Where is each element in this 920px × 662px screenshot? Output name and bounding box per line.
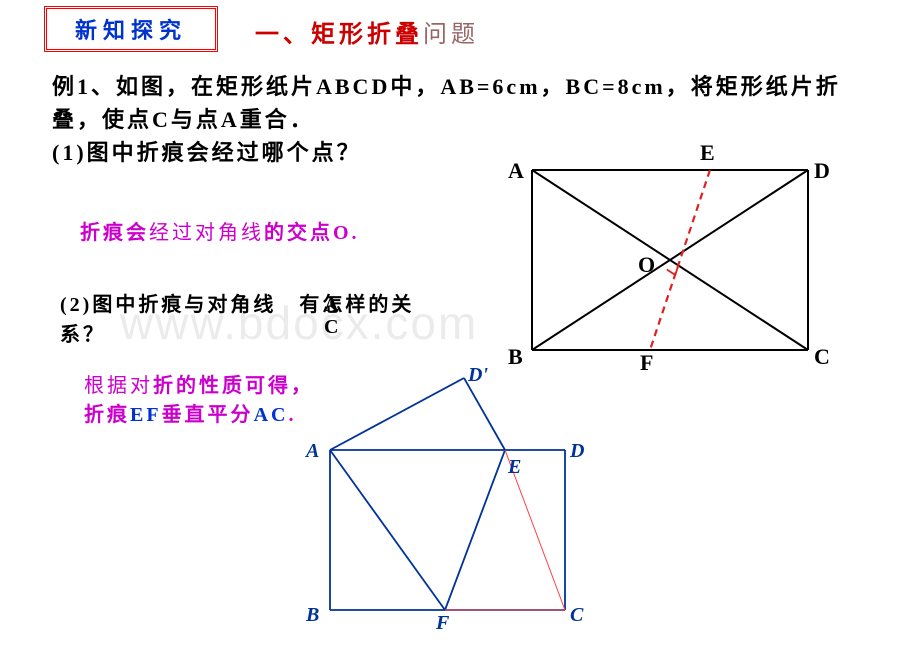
fig2-label-Dp: D'	[468, 364, 488, 387]
a2-p2: 折的性质可得，	[153, 375, 314, 397]
section-title-red: 一、矩形折叠	[255, 22, 423, 48]
figure-1: A D B C E F O	[500, 150, 840, 377]
answer-1: 折痕会经过对角线的交点O.	[80, 216, 360, 245]
figure-2-svg	[310, 370, 630, 630]
section-title: 一、矩形折叠问题	[255, 14, 479, 49]
section-title-thin: 问题	[423, 22, 479, 48]
fig2-label-A: A	[306, 440, 319, 463]
q2-A: A	[324, 294, 338, 316]
a1-p1: 折痕会	[80, 222, 149, 244]
a2-ef: EF	[130, 404, 162, 426]
fig2-label-E: E	[508, 456, 521, 479]
fig1-label-O: O	[638, 252, 655, 278]
a2-p3: 折痕	[84, 404, 130, 426]
answer-2: 根据对折的性质可得， 折痕EF垂直平分AC.	[84, 372, 314, 430]
header-box-text: 新知探究	[75, 13, 187, 45]
fig1-label-E: E	[700, 140, 715, 166]
a1-p2: 经过对角线	[149, 222, 264, 244]
q2-C: C	[324, 316, 338, 338]
fig1-label-D: D	[814, 158, 830, 184]
a1-p3: 的交点O.	[264, 222, 360, 244]
question-2: (2)图中折痕与对角线 有怎样的关系？	[60, 290, 420, 350]
fig2-label-C: C	[570, 604, 583, 627]
a2-p5: .	[288, 404, 296, 426]
fig2-label-F: F	[436, 612, 449, 635]
a2-ac: AC	[254, 404, 289, 426]
fig1-label-A: A	[508, 158, 524, 184]
figure-1-svg	[500, 150, 840, 372]
q2-text: (2)图中折痕与对角线 有怎样的关系？	[60, 294, 414, 346]
header-box: 新知探究	[44, 6, 218, 52]
fig2-label-B: B	[306, 604, 319, 627]
a2-p1: 根据对	[84, 375, 153, 397]
fig1-label-F: F	[640, 350, 653, 376]
fig1-label-B: B	[508, 344, 523, 370]
a2-p4: 垂直平分	[162, 404, 254, 426]
fig1-label-C: C	[814, 344, 830, 370]
question-1: (1)图中折痕会经过哪个点？	[52, 140, 362, 165]
fig2-label-D: D	[570, 440, 584, 463]
figure-2: A D' E D B F C	[310, 370, 630, 635]
q2-ac-stack: A C	[324, 294, 338, 338]
example-text: 例1、如图，在矩形纸片ABCD中，AB=6cm，BC=8cm，将矩形纸片折叠，使…	[52, 74, 841, 132]
